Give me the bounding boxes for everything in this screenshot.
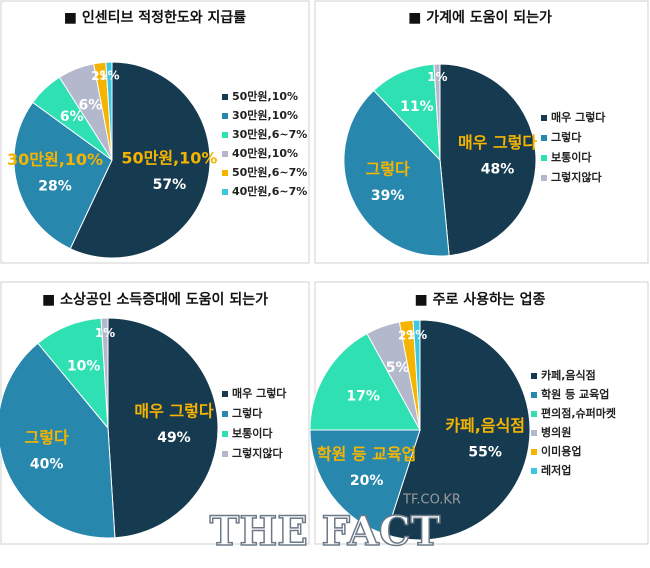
legend-label: 40만원,10% — [232, 146, 298, 160]
panel-frame — [0, 0, 310, 264]
legend-label: 보통이다 — [551, 150, 592, 164]
chart-title: ■ 소상공인 소득증대에 도움이 되는가 — [42, 291, 268, 308]
slice-label: 1% — [99, 68, 119, 82]
pie-slice — [13, 101, 113, 250]
legend-label: 그렇지않다 — [232, 446, 283, 460]
pie-slice — [412, 319, 421, 431]
watermark-logo: THE FACT — [210, 508, 441, 555]
legend-swatch — [531, 392, 537, 398]
slice-label: 2% — [398, 329, 418, 343]
legend-swatch — [531, 468, 537, 474]
legend-swatch — [541, 155, 547, 161]
legend-label: 레저업 — [541, 463, 571, 477]
legend-label: 카페,음식점 — [541, 368, 596, 382]
pie-slice — [309, 429, 421, 536]
legend-swatch — [222, 431, 228, 437]
slice-callout: 매우 그렇다 — [458, 133, 537, 152]
legend-label: 편의점,슈퍼마켓 — [541, 406, 616, 420]
pie-slice — [433, 63, 441, 161]
slice-callout: 카페,음식점 — [445, 416, 525, 435]
legend-swatch — [531, 430, 537, 436]
slice-label: 49% — [157, 430, 191, 446]
pie-slice — [309, 332, 421, 431]
slice-label: 5% — [386, 360, 410, 376]
legend-swatch — [222, 113, 228, 119]
legend-label: 매우 그렇다 — [551, 110, 606, 124]
legend-label: 매우 그렇다 — [232, 386, 287, 400]
slice-callout: 50만원,10% — [121, 148, 217, 167]
slice-label: 57% — [153, 177, 187, 193]
legend-swatch — [222, 411, 228, 417]
legend-swatch — [222, 170, 228, 176]
legend-label: 보통이다 — [232, 426, 273, 440]
legend-label: 그렇다 — [232, 406, 263, 420]
watermark-site: TF.CO.KR — [402, 493, 461, 508]
slice-label: 40% — [30, 456, 64, 472]
pie-slice — [373, 63, 441, 162]
legend-swatch — [222, 94, 228, 100]
legend-label: 그렇다 — [551, 130, 582, 144]
pie-slice — [105, 61, 113, 161]
slice-callout: 매우 그렇다 — [134, 401, 213, 420]
legend-label: 학원 등 교육업 — [541, 387, 609, 401]
slice-label: 1% — [427, 70, 447, 84]
pie-slice — [439, 63, 537, 257]
slice-callout: 그렇다 — [366, 159, 410, 178]
legend-swatch — [222, 391, 228, 397]
legend-label: 그렇지않다 — [551, 170, 602, 184]
legend-label: 이미용업 — [541, 444, 581, 458]
pie-slice — [69, 61, 211, 259]
slice-label: 55% — [468, 444, 502, 460]
slice-label: 6% — [60, 109, 84, 125]
slice-callout: 그렇다 — [25, 428, 69, 447]
legend-swatch — [222, 451, 228, 457]
legend-label: 30만원,10% — [232, 108, 298, 122]
slice-callout: 30만원,10% — [7, 150, 103, 169]
legend-swatch — [531, 449, 537, 455]
slice-callout: 학원 등 교육업 — [317, 444, 416, 463]
legend-swatch — [531, 373, 537, 379]
slice-label: 20% — [350, 473, 384, 489]
slice-label: 17% — [346, 388, 380, 404]
legend-label: 40만원,6~7% — [232, 184, 307, 198]
slice-label: 11% — [400, 99, 434, 115]
legend-swatch — [541, 115, 547, 121]
slice-label: 48% — [481, 161, 515, 177]
pie-slice — [343, 89, 450, 257]
legend-label: 50만원,6~7% — [232, 165, 307, 179]
pie-slice — [0, 342, 116, 539]
pie-slice — [100, 317, 109, 429]
legend-label: 30만원,6~7% — [232, 127, 307, 141]
legend-label: 병의원 — [541, 425, 571, 439]
slice-label: 1% — [407, 328, 427, 342]
chart-title: ■ 가계에 도움이 되는가 — [408, 9, 552, 26]
chart-title: ■ 주로 사용하는 업종 — [415, 291, 546, 308]
pie-slice — [107, 317, 219, 539]
legend-swatch — [222, 189, 228, 195]
legend-label: 50만원,10% — [232, 89, 298, 103]
slice-label: 6% — [78, 97, 102, 113]
slice-label: 1% — [95, 326, 115, 340]
chart-title: ■ 인센티브 적정한도와 지급률 — [64, 9, 247, 26]
legend-swatch — [531, 411, 537, 417]
legend-swatch — [541, 175, 547, 181]
legend-swatch — [541, 135, 547, 141]
legend-swatch — [222, 151, 228, 157]
legend-swatch — [222, 132, 228, 138]
panel-frame — [314, 0, 649, 264]
slice-label: 10% — [67, 359, 101, 375]
charts: ■ 인센티브 적정한도와 지급률 57% 50만원,10% 50만원,10% 28% 30… — [0, 9, 616, 541]
slice-label: 28% — [38, 179, 72, 195]
pie-slice — [385, 319, 531, 541]
slice-label: 39% — [371, 188, 405, 204]
